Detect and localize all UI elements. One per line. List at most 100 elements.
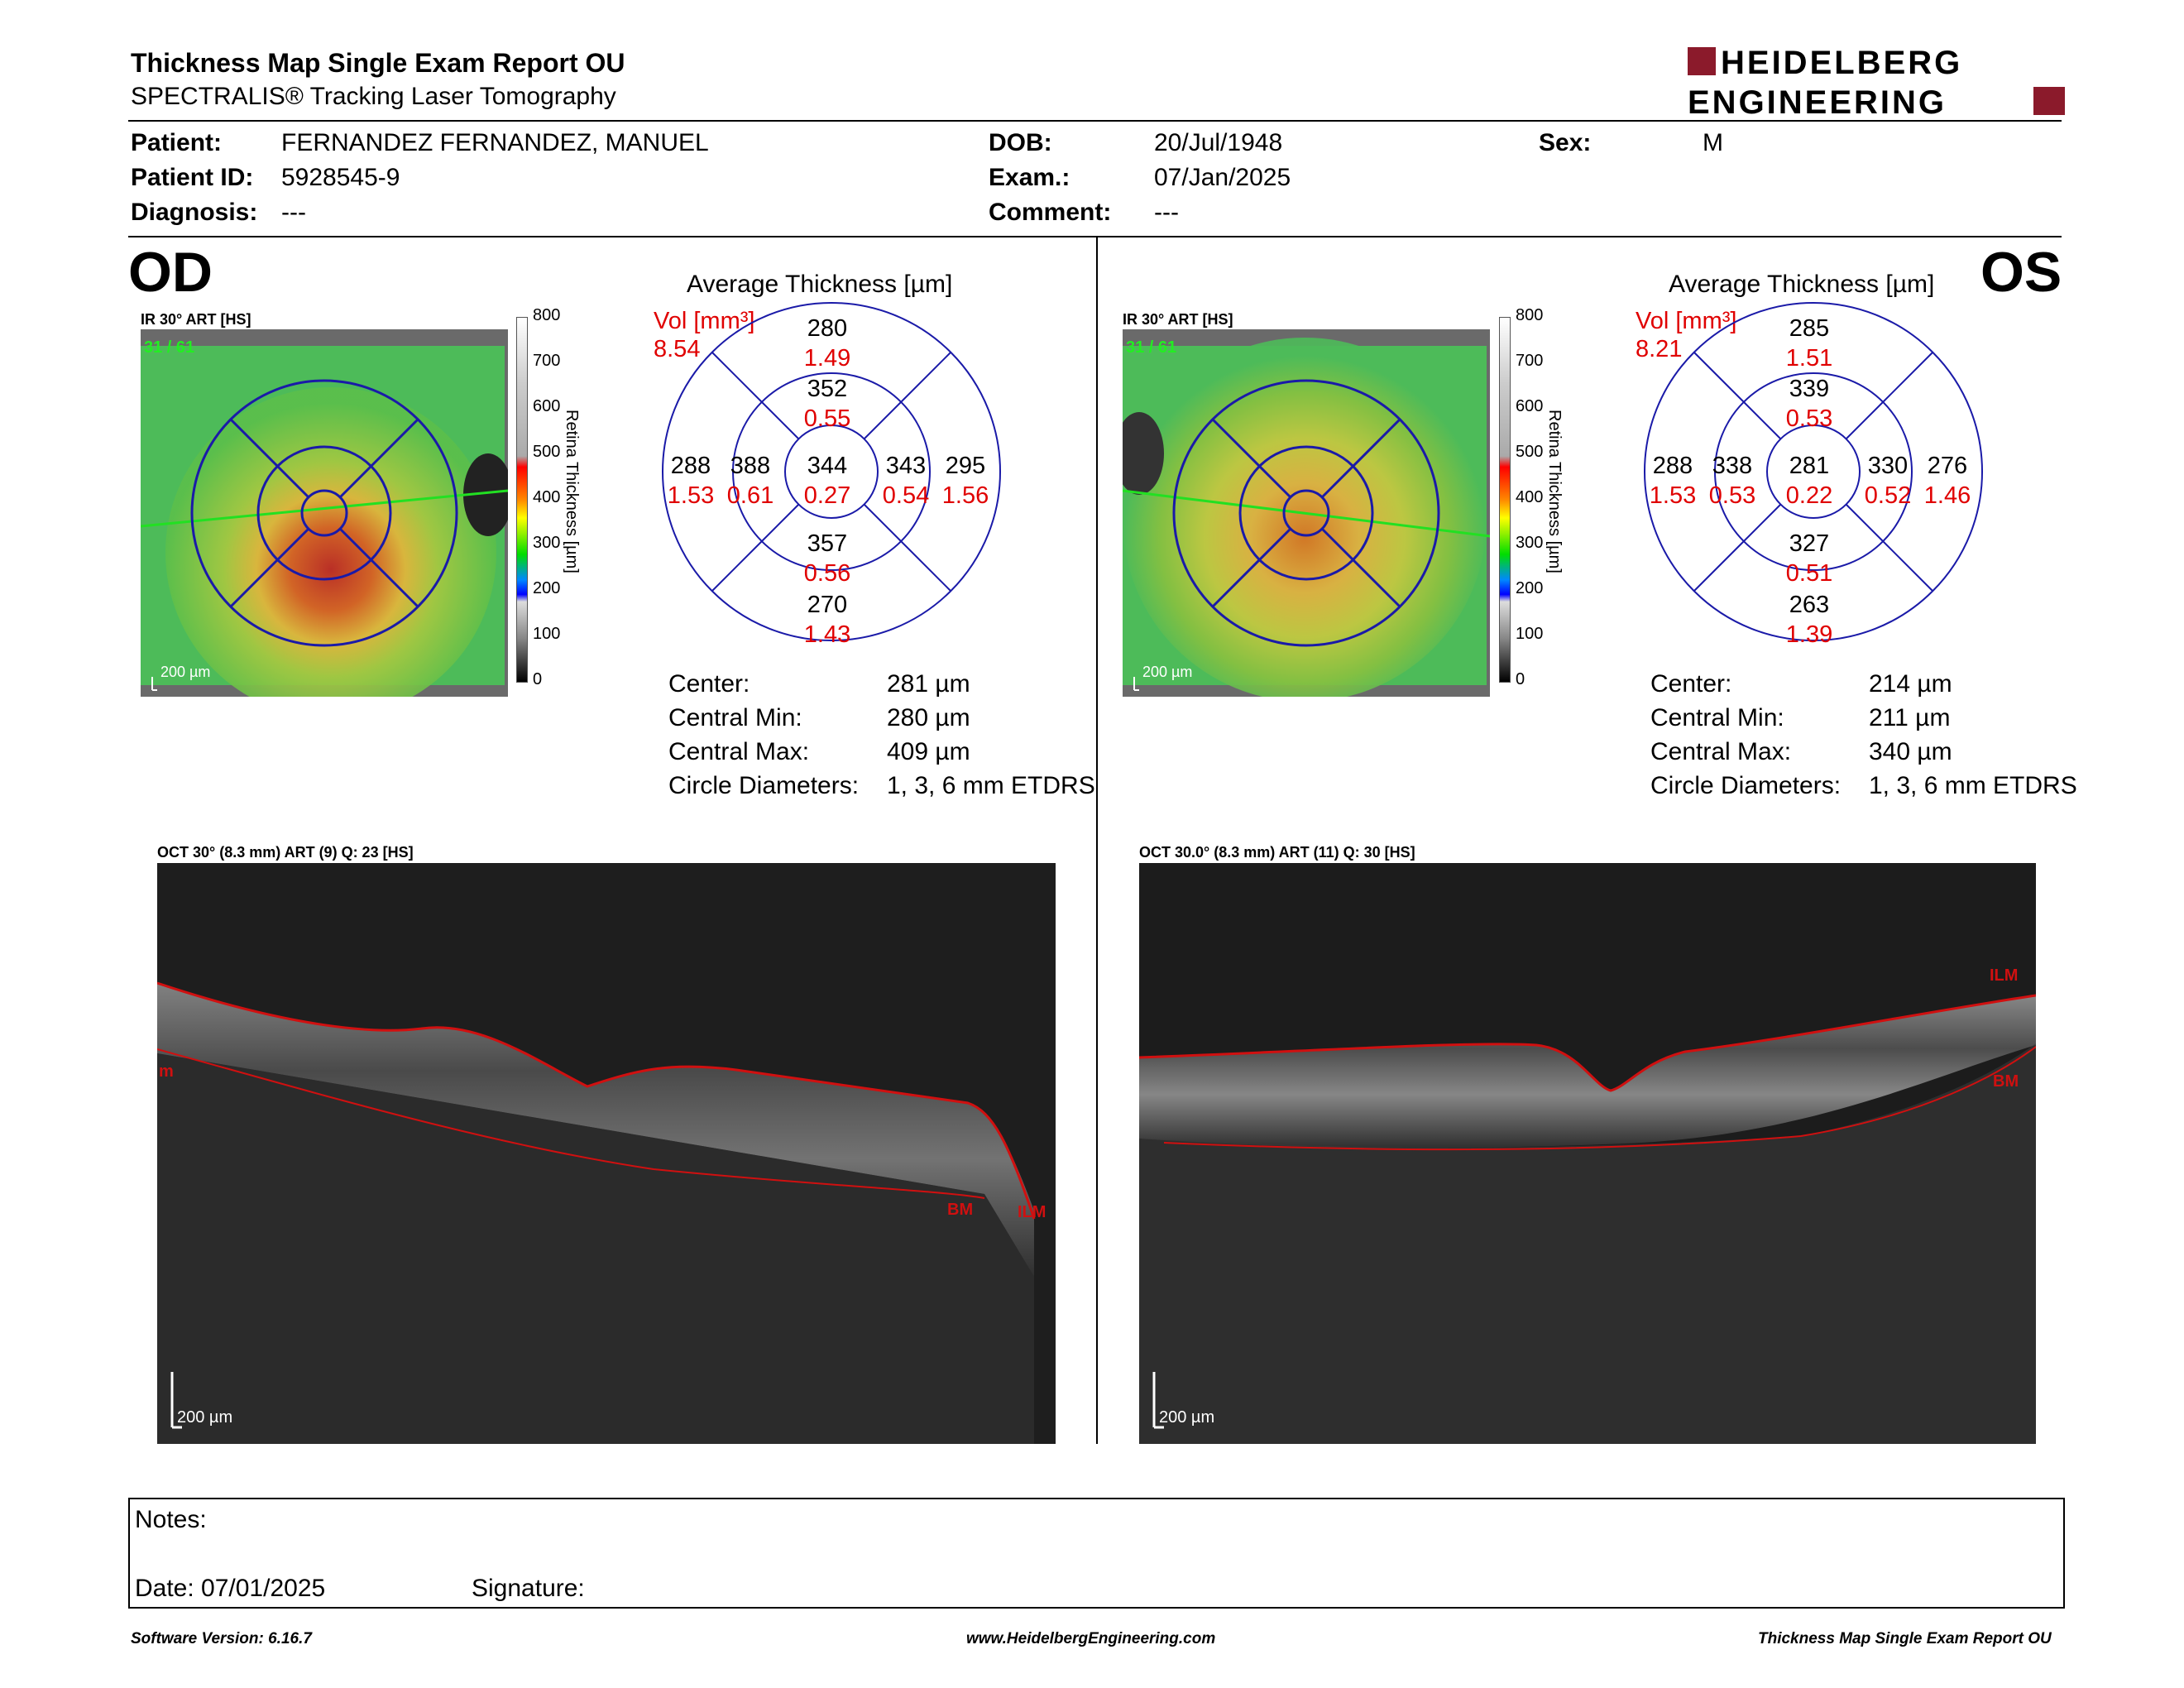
os-inf-outer: 263 (1789, 592, 1829, 618)
footer-report-name: Thickness Map Single Exam Report OU (1758, 1630, 2052, 1647)
header-divider (128, 120, 2062, 122)
heidelberg-logo: HEIDELBERG ENGINEERING (1688, 46, 2065, 118)
od-center-value: 281 µm (887, 670, 970, 698)
od-eye-label: OD (128, 241, 213, 304)
os-thickness-map: 31 / 61 200 µm (1123, 329, 1490, 697)
od-oct-label: OCT 30° (8.3 mm) ART (9) Q: 23 [HS] (157, 844, 414, 861)
os-oct-ilm-label: ILM (1990, 966, 2018, 985)
os-sup-outer: 285 (1789, 315, 1829, 342)
os-temp-inner: 338 (1712, 453, 1752, 479)
diagnosis-label: Diagnosis: (131, 199, 258, 226)
notes-label: Notes: (135, 1506, 207, 1533)
os-ir-label: IR 30° ART [HS] (1123, 311, 1233, 328)
os-vol-total: 8.21 (1636, 336, 1683, 362)
od-inf-outer: 270 (807, 592, 847, 618)
od-vol-label: Vol [mm³] (654, 308, 755, 334)
od-temp-outer-vol: 1.53 (668, 482, 714, 509)
patient-value: FERNANDEZ FERNANDEZ, MANUEL (281, 129, 709, 156)
od-oct-left-label: m (159, 1062, 174, 1081)
exam-value: 07/Jan/2025 (1154, 164, 1291, 191)
os-sup-inner-vol: 0.53 (1786, 405, 1832, 432)
od-oct-scale: 200 µm (177, 1408, 232, 1427)
os-sup-outer-vol: 1.51 (1786, 345, 1832, 372)
os-nas-outer: 276 (1928, 453, 1967, 479)
os-eye-label: OS (1980, 241, 2062, 304)
os-inf-inner: 327 (1789, 530, 1829, 557)
comment-value: --- (1154, 199, 1179, 226)
od-max-value: 409 µm (887, 738, 970, 765)
os-center: 281 (1789, 453, 1829, 479)
od-center: 344 (807, 453, 847, 479)
od-inf-inner: 357 (807, 530, 847, 557)
od-colorbar (516, 317, 528, 683)
report-title: Thickness Map Single Exam Report OU (131, 48, 625, 78)
os-center-value: 214 µm (1869, 670, 1952, 698)
os-max-label: Central Max: (1650, 738, 1792, 765)
os-oct-bm-label: BM (1993, 1072, 2019, 1091)
os-etdrs-grid: 285 1.51 339 0.53 288 1.53 338 0.53 281 … (1644, 302, 1983, 645)
od-sup-outer: 280 (807, 315, 847, 342)
od-thickness-map: 31 / 61 200 µm (141, 329, 508, 697)
os-center-label: Center: (1650, 670, 1732, 698)
logo-line1: HEIDELBERG (1721, 46, 1962, 81)
od-nas-inner-vol: 0.54 (883, 482, 929, 509)
os-sup-inner: 339 (1789, 376, 1829, 402)
patient-id-value: 5928545-9 (281, 164, 400, 191)
od-ir-count: 31 / 61 (144, 338, 194, 357)
logo-line2: ENGINEERING (1688, 84, 1947, 118)
patient-label: Patient: (131, 129, 223, 156)
od-inf-outer-vol: 1.43 (804, 621, 850, 645)
od-oct-ilm-label: ILM (1018, 1203, 1046, 1221)
report-subtitle: SPECTRALIS® Tracking Laser Tomography (131, 83, 616, 110)
eye-divider (1096, 237, 1098, 1444)
dob-value: 20/Jul/1948 (1154, 129, 1283, 156)
od-oct-bm-label: BM (947, 1201, 973, 1219)
od-sup-outer-vol: 1.49 (804, 345, 850, 372)
os-temp-inner-vol: 0.53 (1709, 482, 1755, 509)
od-temp-inner: 388 (730, 453, 770, 479)
os-vol-label: Vol [mm³] (1636, 308, 1737, 334)
diagnosis-value: --- (281, 199, 306, 226)
os-circ-label: Circle Diameters: (1650, 772, 1842, 799)
exam-label: Exam.: (989, 164, 1070, 191)
od-vol-total: 8.54 (654, 336, 701, 362)
od-scale-bar: 200 µm (160, 664, 210, 680)
os-ir-count: 31 / 61 (1126, 338, 1176, 357)
od-sup-inner-vol: 0.55 (804, 405, 850, 432)
patient-id-label: Patient ID: (131, 164, 254, 191)
os-inf-inner-vol: 0.51 (1786, 560, 1832, 587)
od-inf-inner-vol: 0.56 (804, 560, 850, 587)
os-oct-label: OCT 30.0° (8.3 mm) ART (11) Q: 30 [HS] (1139, 844, 1415, 861)
od-min-value: 280 µm (887, 704, 970, 731)
patient-divider (128, 236, 2062, 237)
od-nas-inner: 343 (886, 453, 926, 479)
os-oct-scan: ILM BM 200 µm (1139, 863, 2036, 1444)
od-ir-label: IR 30° ART [HS] (141, 311, 251, 328)
od-avg-title: Average Thickness [µm] (687, 271, 953, 298)
os-min-value: 211 µm (1869, 704, 1951, 731)
os-temp-outer: 288 (1653, 453, 1693, 479)
od-nas-outer-vol: 1.56 (942, 482, 989, 509)
os-avg-title: Average Thickness [µm] (1669, 271, 1935, 298)
os-oct-scale: 200 µm (1159, 1408, 1214, 1427)
os-center-vol: 0.22 (1786, 482, 1832, 509)
os-max-value: 340 µm (1869, 738, 1952, 765)
footer-software-version: Software Version: 6.16.7 (131, 1630, 312, 1647)
od-sup-inner: 352 (807, 376, 847, 402)
signature-label: Signature: (472, 1575, 585, 1602)
od-nas-outer: 295 (946, 453, 985, 479)
os-circ-value: 1, 3, 6 mm ETDRS (1869, 772, 2077, 799)
footer-website[interactable]: www.HeidelbergEngineering.com (966, 1630, 1216, 1647)
od-circ-label: Circle Diameters: (668, 772, 860, 799)
comment-label: Comment: (989, 199, 1112, 226)
od-min-label: Central Min: (668, 704, 802, 731)
notes-box[interactable] (128, 1498, 2065, 1609)
od-colorbar-axis-label: Retina Thickness [µm] (563, 410, 581, 573)
os-scale-bar: 200 µm (1142, 664, 1192, 680)
os-colorbar-ticks: 800 700 600 500 400 300 200 100 0 (1516, 306, 1544, 688)
os-nas-inner: 330 (1868, 453, 1908, 479)
os-min-label: Central Min: (1650, 704, 1784, 731)
od-colorbar-ticks: 800 700 600 500 400 300 200 100 0 (533, 306, 561, 688)
od-etdrs-grid: 280 1.49 352 0.55 288 1.53 388 0.61 344 … (662, 302, 1001, 645)
dob-label: DOB: (989, 129, 1052, 156)
